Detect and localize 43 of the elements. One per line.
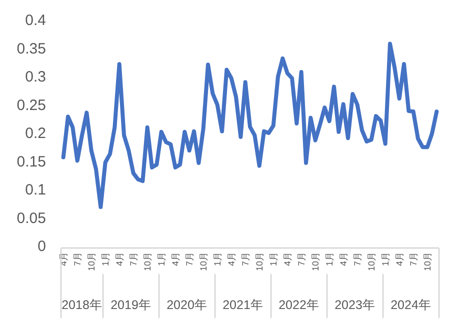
x-tick-label: 10月	[198, 252, 209, 272]
x-tick-label: 10月	[366, 252, 377, 272]
x-tick-label: 7月	[72, 252, 83, 266]
x-tick-label: 7月	[240, 252, 251, 266]
text: 2019年	[110, 298, 152, 312]
text: 2021年	[222, 298, 264, 312]
x-tick-label: 7月	[408, 252, 419, 266]
x-tick-label: 7月	[352, 252, 363, 266]
x-tick-label: 4月	[282, 252, 293, 266]
y-tick-label: 0.3	[25, 68, 46, 86]
x-tick-label: 1月	[268, 252, 279, 266]
y-tick-label: 0.25	[16, 96, 46, 114]
x-tick-label: 10月	[86, 252, 97, 272]
x-tick-label: 1月	[156, 252, 167, 266]
y-tick-label: 0.2	[25, 125, 46, 142]
y-tick-label: 0.05	[16, 210, 46, 227]
y-tick-label: 0.15	[16, 153, 46, 170]
x-tick-label: 7月	[296, 252, 307, 266]
text: 2023年	[334, 298, 376, 312]
x-tick-label: 1月	[380, 252, 391, 266]
x-tick-label: 4月	[226, 252, 237, 266]
text: 2022年	[278, 298, 320, 312]
x-tick-label: 4月	[170, 252, 181, 266]
y-tick-label: 0.4	[25, 12, 46, 29]
x-tick-label: 7月	[184, 252, 195, 266]
x-tick-label: 10月	[310, 252, 321, 272]
x-tick-label: 4月	[338, 252, 349, 266]
x-tick-label: 1月	[324, 252, 335, 266]
x-tick-label: 10月	[422, 252, 433, 272]
x-tick-label: 1月	[212, 252, 223, 266]
line-series	[61, 42, 439, 210]
x-tick-label: 10月	[254, 252, 265, 272]
x-tick-label: 10月	[142, 252, 153, 272]
x-tick-label: 1月	[100, 252, 111, 266]
text: 2020年	[166, 298, 208, 312]
x-tick-label: 4月	[394, 252, 405, 266]
y-tick-label: 0.35	[16, 40, 46, 58]
text: 2018年	[62, 298, 102, 312]
x-tick-label: 7月	[128, 252, 139, 266]
y-tick-label: 0.1	[25, 182, 46, 198]
x-tick-label: 4月	[114, 252, 125, 266]
y-tick-label: 0	[38, 238, 46, 255]
text: 2024年	[390, 298, 432, 312]
